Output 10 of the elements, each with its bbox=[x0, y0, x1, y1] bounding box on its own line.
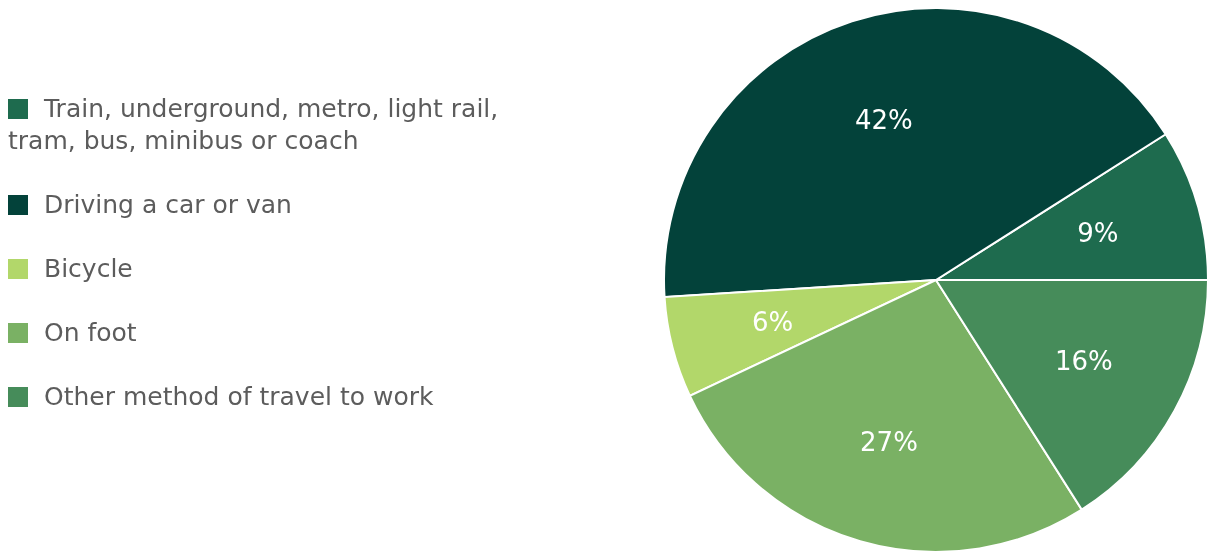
legend-label: On foot bbox=[43, 317, 138, 349]
data-label: 42% bbox=[854, 104, 913, 135]
legend-label: Bicycle bbox=[43, 253, 134, 285]
legend-label: Other method of travel to work bbox=[43, 381, 435, 413]
data-label: 9% bbox=[1077, 217, 1119, 248]
legend-label: Driving a car or van bbox=[43, 189, 293, 221]
data-label: 16% bbox=[1054, 346, 1113, 377]
data-label: 27% bbox=[860, 426, 918, 457]
data-label: 6% bbox=[752, 306, 794, 337]
legend-label: Train, underground, metro, light rail, tram, bus, minibus or coach bbox=[8, 93, 500, 157]
